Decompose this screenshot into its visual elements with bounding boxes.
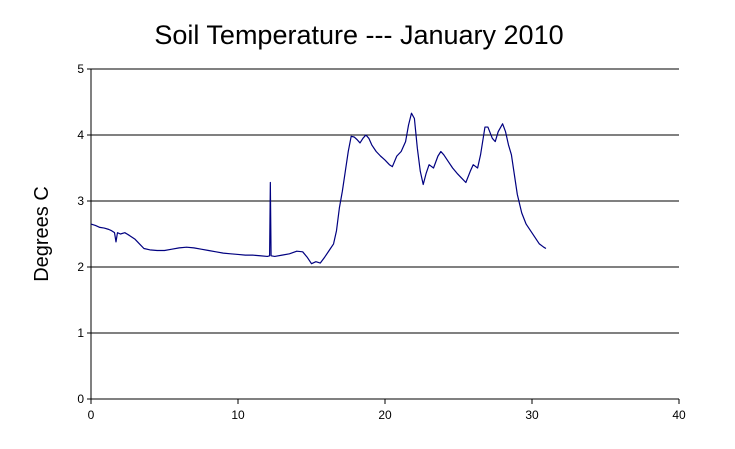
chart-title: Soil Temperature --- January 2010 [154, 20, 563, 50]
y-tick-label-4: 4 [77, 128, 84, 142]
y-axis-title: Degrees C [31, 186, 53, 282]
x-tick-label-40: 40 [672, 408, 686, 422]
x-tick-label-0: 0 [88, 408, 95, 422]
y-tick-label-3: 3 [77, 194, 84, 208]
data-series [90, 112, 547, 265]
axes [87, 68, 680, 404]
x-tick-label-30: 30 [525, 408, 539, 422]
y-tick-label-0: 0 [77, 392, 84, 406]
x-tick-label-10: 10 [231, 408, 245, 422]
y-tick-label-2: 2 [77, 260, 84, 274]
y-tick-label-1: 1 [77, 326, 84, 340]
tick-labels: 0 1 2 3 4 5 0 10 20 30 40 [77, 62, 686, 422]
series-line-0 [90, 112, 547, 265]
grid-lines [91, 68, 679, 334]
y-tick-label-5: 5 [77, 62, 84, 76]
x-tick-label-20: 20 [378, 408, 392, 422]
